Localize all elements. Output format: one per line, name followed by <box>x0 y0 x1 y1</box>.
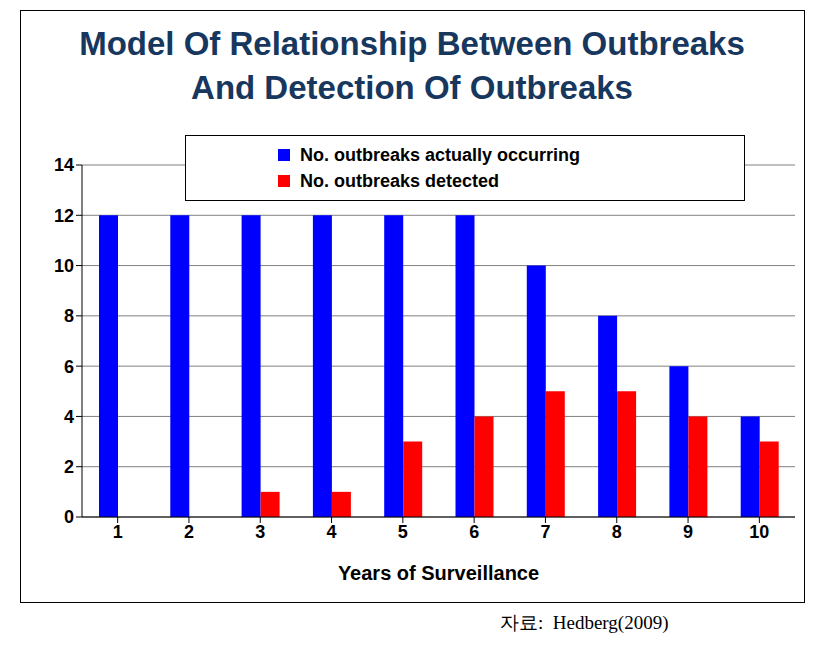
html-text:No. outbreaks detected: No. outbreaks detected <box>300 170 499 191</box>
svg-text:8: 8 <box>64 306 74 326</box>
svg-text:Years of Surveillance: Years of Surveillance <box>338 562 539 584</box>
svg-text:5: 5 <box>398 522 408 542</box>
svg-text:4: 4 <box>64 407 74 427</box>
html-text:No. outbreaks actually occurri: No. outbreaks actually occurring <box>300 144 581 165</box>
svg-text:6: 6 <box>469 522 479 542</box>
svg-text:12: 12 <box>54 206 74 226</box>
svg-text:10: 10 <box>749 522 769 542</box>
svg-text:7: 7 <box>540 522 550 542</box>
svg-text:2: 2 <box>64 457 74 477</box>
svg-text:2: 2 <box>184 522 194 542</box>
html-text:자료: Hedberg(2009): 자료: Hedberg(2009) <box>500 612 669 633</box>
svg-text:14: 14 <box>54 155 74 175</box>
svg-text:3: 3 <box>255 522 265 542</box>
html-text:Model Of Relationship Between: Model Of Relationship Between Outbreaks … <box>79 25 745 106</box>
svg-text:0: 0 <box>64 507 74 527</box>
svg-text:4: 4 <box>327 522 337 542</box>
svg-text:1: 1 <box>113 522 123 542</box>
svg-text:9: 9 <box>683 522 693 542</box>
svg-text:6: 6 <box>64 357 74 377</box>
svg-text:8: 8 <box>612 522 622 542</box>
svg-text:10: 10 <box>54 256 74 276</box>
